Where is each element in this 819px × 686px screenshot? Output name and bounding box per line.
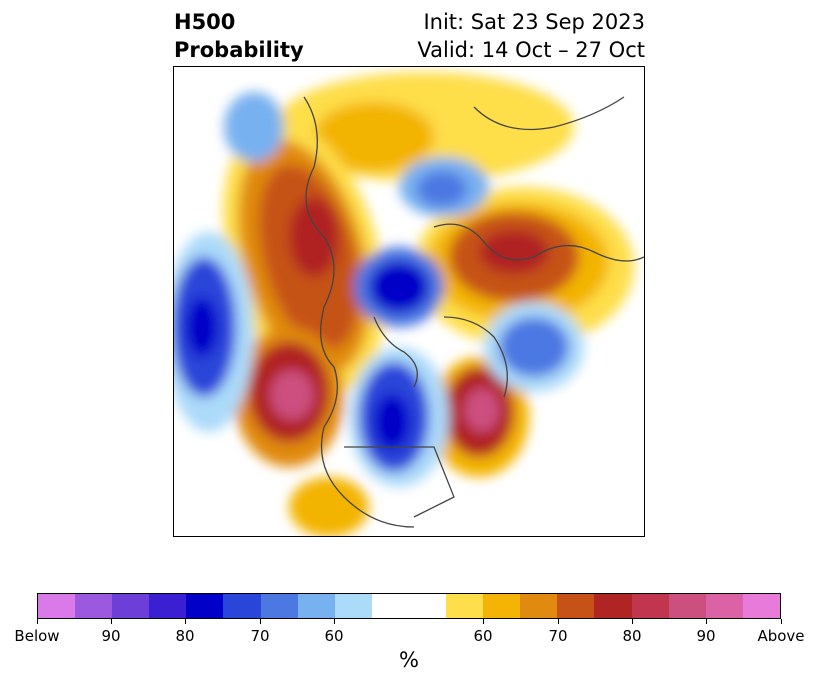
colorbar-segment [408,594,447,618]
colorbar-tick-label: 90 [101,627,121,645]
colorbar-tick-mark [260,619,261,624]
colorbar-segment [483,594,521,618]
colorbar-segment [594,594,632,618]
colorbar-segment [38,594,76,618]
colorbar-tick-label: 70 [548,627,568,645]
colorbar-tick-label: 70 [250,627,270,645]
colorbar-tick-mark [706,619,707,624]
colorbar-tick-label: 60 [324,627,344,645]
colorbar-tick-label: Above [757,627,805,645]
colorbar-segment [520,594,558,618]
colorbar-segment [557,594,595,618]
colorbar-segment [149,594,187,618]
colorbar-segment [446,594,484,618]
colorbar-tick-label: 60 [473,627,493,645]
colorbar-tick-label: 80 [175,627,195,645]
colorbar-tick-label: 90 [696,627,716,645]
colorbar-tick-mark [483,619,484,624]
colorbar-segment [297,594,335,618]
colorbar-segment [742,594,780,618]
probability-map [174,72,644,536]
colorbar-tick-mark [632,619,633,624]
colorbar-segment [186,594,224,618]
colorbar-tick-mark [37,619,38,624]
title-h500: H500 [174,10,236,34]
colorbar-tick-label: Below [14,627,60,645]
colorbar-segment [260,594,298,618]
colorbar-segment [705,594,743,618]
colorbar-segment [631,594,669,618]
colorbar-segment [668,594,706,618]
colorbar-unit: % [399,648,419,672]
title-left: H500 Probability [174,8,304,64]
colorbar-segment [75,594,113,618]
colorbar-tick-mark [185,619,186,624]
colorbar-tick-mark [334,619,335,624]
colorbar-segment [334,594,372,618]
valid-range: Valid: 14 Oct – 27 Oct [417,38,645,62]
colorbar-tick-mark [781,619,782,624]
colorbar-tick-mark [558,619,559,624]
title-probability: Probability [174,38,304,62]
colorbar-segment [112,594,150,618]
colorbar-tick-mark [111,619,112,624]
title-right: Init: Sat 23 Sep 2023 Valid: 14 Oct – 27… [417,8,645,64]
map-frame [173,66,645,537]
colorbar [37,593,781,619]
colorbar-segment [223,594,261,618]
colorbar-tick-label: 80 [622,627,642,645]
anomaly-cold-topleft [224,92,284,162]
init-date: Init: Sat 23 Sep 2023 [423,10,645,34]
coastlines [303,96,644,528]
colorbar-segment [371,594,409,618]
